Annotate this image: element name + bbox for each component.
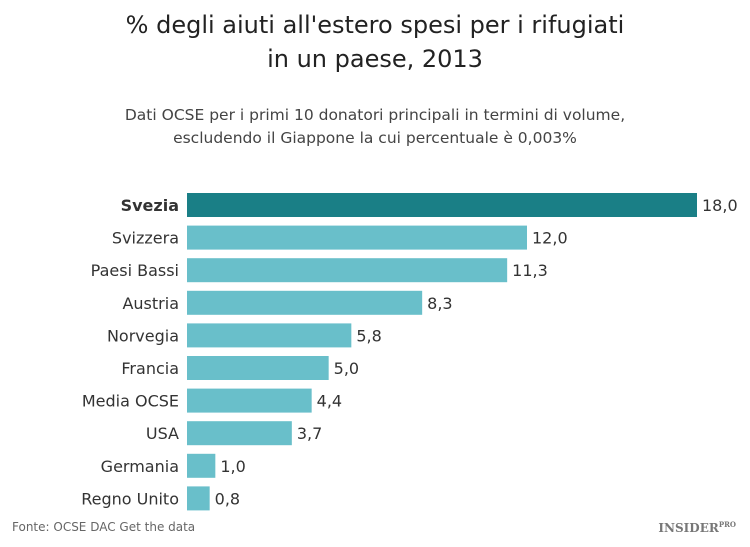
chart-title: % degli aiuti all'estero spesi per i rif…	[0, 8, 750, 76]
bar-austria	[187, 290, 423, 315]
logo-sup: PRO	[718, 520, 736, 529]
value-label: 3,7	[297, 424, 322, 443]
bar-media-ocse	[187, 388, 312, 413]
value-label: 0,8	[215, 489, 240, 508]
category-label: Paesi Bassi	[91, 261, 179, 280]
insider-pro-logo: INSIDERPRO	[658, 520, 736, 535]
value-label: 4,4	[317, 392, 342, 411]
value-label: 8,3	[427, 294, 452, 313]
value-label: 11,3	[512, 261, 548, 280]
bar-svizzera	[187, 225, 527, 250]
value-label: 18,0	[702, 196, 738, 215]
chart-subtitle: Dati OCSE per i primi 10 donatori princi…	[0, 104, 750, 150]
bar-usa	[187, 421, 292, 446]
category-label: Austria	[122, 294, 179, 313]
bar-svezia	[187, 193, 697, 217]
subtitle-line: Dati OCSE per i primi 10 donatori princi…	[124, 106, 626, 124]
title-line: in un paese, 2013	[267, 45, 483, 73]
value-label: 1,0	[220, 457, 245, 476]
value-label: 5,0	[334, 359, 359, 378]
category-label: Germania	[101, 457, 179, 476]
category-label: Francia	[121, 359, 179, 378]
bar-germania	[187, 453, 216, 478]
source-note: Fonte: OCSE DAC Get the data	[12, 520, 196, 534]
value-label: 12,0	[532, 229, 568, 248]
subtitle-line: escludendo il Giappone la cui percentual…	[173, 129, 577, 147]
bar-paesi-bassi	[187, 258, 508, 283]
bar-regno-unito	[187, 486, 210, 511]
bar-norvegia	[187, 323, 352, 348]
value-label: 5,8	[356, 326, 381, 345]
category-label: Svezia	[121, 196, 179, 215]
category-label: Media OCSE	[82, 392, 179, 411]
category-label: Svizzera	[112, 229, 179, 248]
logo-text: INSIDER	[658, 521, 719, 535]
bar-francia	[187, 356, 329, 380]
title-line: % degli aiuti all'estero spesi per i rif…	[125, 11, 625, 39]
category-label: Regno Unito	[81, 489, 179, 508]
category-label: Norvegia	[107, 326, 179, 345]
category-label: USA	[146, 424, 179, 443]
